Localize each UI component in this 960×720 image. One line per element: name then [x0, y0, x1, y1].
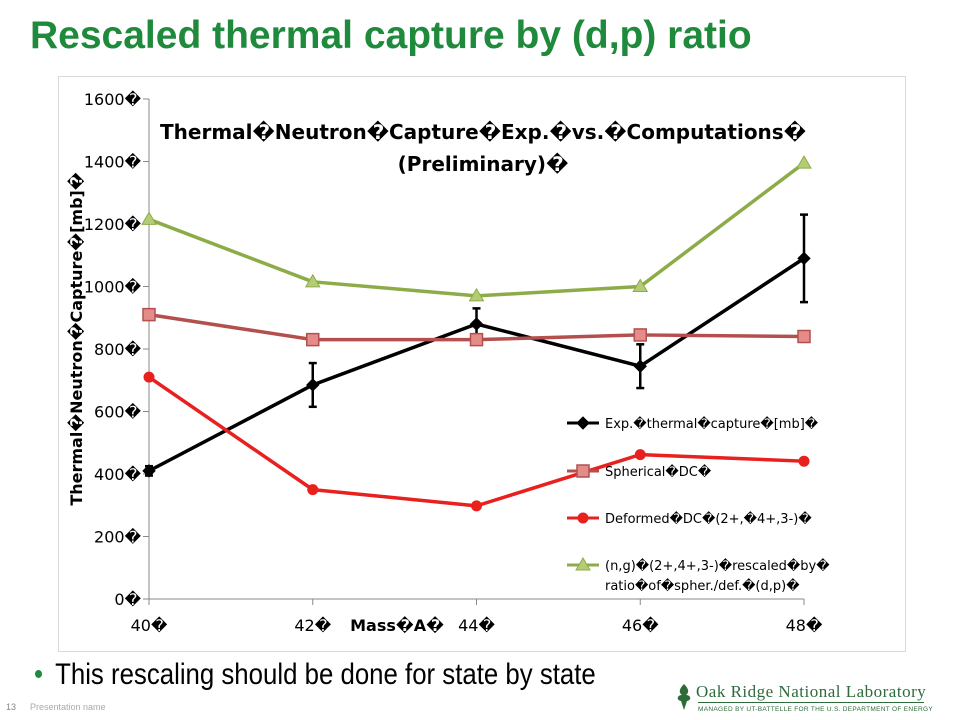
bullet-dot-icon: •	[34, 658, 44, 691]
chart-title-line: Thermal�Neutron�Capture�Exp.�vs.�Computa…	[160, 120, 806, 144]
series-line	[148, 161, 806, 298]
y-tick-label: 1600�	[84, 90, 142, 109]
data-point	[471, 500, 482, 512]
ornl-logo-name: Oak Ridge National Laboratory	[696, 682, 927, 701]
y-tick-label: 200�	[94, 528, 142, 547]
data-point	[469, 332, 484, 347]
y-tick-label: 1400�	[84, 153, 142, 172]
data-point	[796, 155, 812, 169]
chart-svg: 0� 200� 400� 600� 800� 1000� 1200� 1400� 1600� 40…	[67, 90, 830, 635]
data-point	[307, 484, 319, 496]
y-tick-label: 1200�	[84, 215, 142, 234]
ornl-tree-icon	[677, 684, 691, 710]
data-point	[143, 371, 155, 383]
slide-title: Rescaled thermal capture by (d,p) ratio	[30, 14, 752, 57]
x-tick-label: 40�	[131, 616, 168, 635]
ornl-logo-rule	[698, 702, 924, 703]
data-point	[142, 464, 156, 478]
data-point	[633, 328, 647, 342]
bullet-text: This rescaling should be done for state …	[55, 658, 596, 691]
data-point	[468, 287, 485, 302]
legend-swatch-marker	[577, 512, 589, 524]
slide-number: 13	[6, 702, 17, 712]
data-point	[469, 317, 484, 331]
legend-swatch-marker	[576, 416, 590, 430]
chart-frame: 0� 200� 400� 600� 800� 1000� 1200� 1400� 1600� 40…	[58, 76, 906, 652]
y-tick-label: 0�	[114, 590, 141, 609]
y-axis-label: Thermal�Neutron�Capture�[mb]�	[67, 172, 86, 506]
ornl-logo-subtitle: MANAGED BY UT-BATTELLE FOR THE U.S. DEPA…	[698, 706, 933, 713]
y-tick-label: 1000�	[84, 278, 142, 297]
data-point	[141, 211, 157, 225]
footer-presentation-name: Presentation name	[30, 702, 106, 712]
data-point	[304, 273, 321, 288]
data-point	[632, 278, 649, 292]
data-point	[306, 332, 320, 347]
legend-label: Exp.�thermal�capture�[mb]�	[605, 415, 819, 432]
y-tick-label: 400�	[94, 465, 142, 484]
data-point	[633, 359, 647, 373]
y-tick-label: 800�	[94, 340, 142, 359]
legend-label: Deformed�DC�(2+,�4+,3-)�	[605, 510, 812, 527]
data-point	[798, 455, 810, 467]
x-tick-label: 46�	[622, 616, 659, 635]
data-point	[634, 449, 646, 461]
legend-swatch-marker	[575, 557, 591, 571]
x-tick-label: 44�	[458, 616, 495, 635]
legend-label: Spherical�DC�	[605, 463, 712, 480]
data-point	[797, 251, 811, 266]
y-tick-label: 600�	[94, 403, 142, 422]
bullet-point: • This rescaling should be done for state…	[34, 658, 596, 692]
x-tick-label: 42�	[294, 616, 331, 635]
x-tick-label: 48�	[786, 616, 823, 635]
data-point	[797, 329, 811, 344]
legend-label: ratio�of�spher./def.�(d,p)�	[605, 577, 800, 594]
x-axis-label: Mass�A�	[350, 616, 444, 635]
data-point	[142, 307, 156, 322]
data-point	[306, 378, 320, 392]
series-line	[148, 375, 805, 508]
legend-label: (n,g)�(2+,4+,3-)�rescaled�by�	[605, 557, 830, 574]
ornl-logo: Oak Ridge National Laboratory MANAGED BY…	[672, 680, 960, 720]
legend-swatch-marker	[576, 464, 590, 478]
chart-title-line: (Preliminary)�	[398, 152, 569, 176]
